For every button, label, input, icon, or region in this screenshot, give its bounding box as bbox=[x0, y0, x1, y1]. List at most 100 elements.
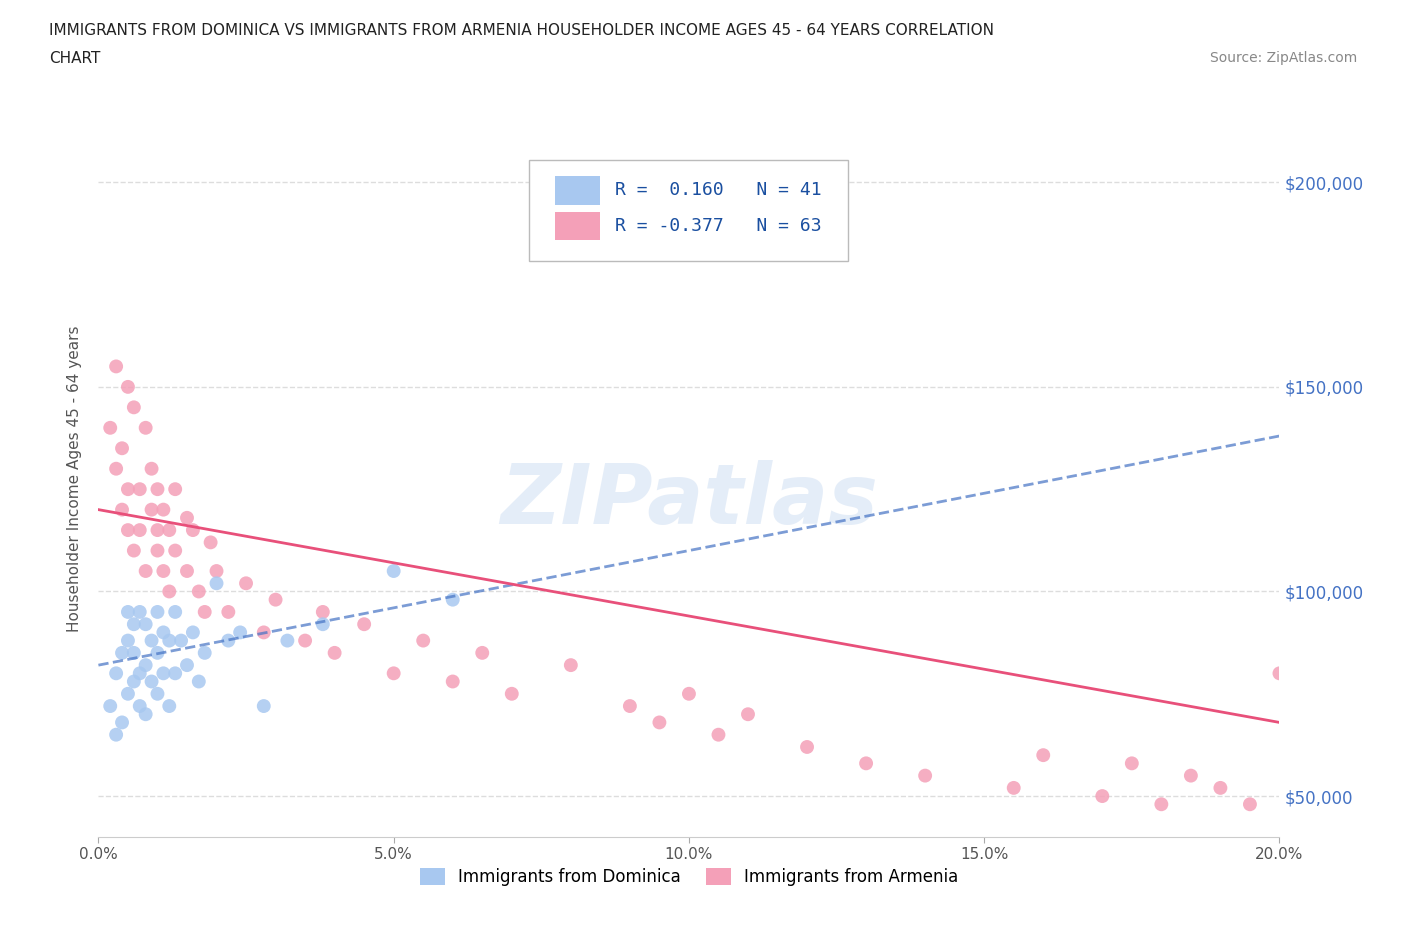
Point bbox=[128, 666, 150, 681]
Text: Source: ZipAtlas.com: Source: ZipAtlas.com bbox=[1209, 51, 1357, 65]
Point bbox=[194, 645, 217, 660]
Point bbox=[294, 633, 316, 648]
Text: R = -0.377   N = 63: R = -0.377 N = 63 bbox=[614, 218, 821, 235]
Text: R =  0.160   N = 41: R = 0.160 N = 41 bbox=[614, 181, 821, 199]
Point bbox=[105, 666, 128, 681]
FancyBboxPatch shape bbox=[555, 176, 600, 205]
Point bbox=[205, 576, 228, 591]
Text: CHART: CHART bbox=[49, 51, 101, 66]
FancyBboxPatch shape bbox=[530, 160, 848, 260]
Point bbox=[122, 400, 145, 415]
Point bbox=[146, 604, 169, 619]
Point bbox=[194, 604, 217, 619]
Point bbox=[152, 666, 174, 681]
Point bbox=[176, 511, 198, 525]
Point bbox=[1209, 780, 1232, 795]
Point bbox=[152, 625, 174, 640]
Point bbox=[312, 617, 335, 631]
Point bbox=[117, 686, 139, 701]
Point bbox=[122, 674, 145, 689]
Point bbox=[619, 698, 641, 713]
Point bbox=[105, 727, 128, 742]
Point bbox=[1091, 789, 1114, 804]
Point bbox=[1032, 748, 1054, 763]
Point bbox=[152, 502, 174, 517]
Point bbox=[141, 674, 163, 689]
Point bbox=[111, 502, 134, 517]
Point bbox=[323, 645, 346, 660]
Point bbox=[98, 698, 121, 713]
Point bbox=[648, 715, 671, 730]
Point bbox=[122, 645, 145, 660]
Point bbox=[135, 658, 157, 672]
Point bbox=[146, 645, 169, 660]
Point bbox=[796, 739, 818, 754]
Point bbox=[176, 564, 198, 578]
Point bbox=[157, 698, 180, 713]
Point bbox=[128, 698, 150, 713]
Point bbox=[560, 658, 582, 672]
Point bbox=[176, 658, 198, 672]
Point bbox=[141, 633, 163, 648]
Point bbox=[312, 604, 335, 619]
Point bbox=[135, 420, 157, 435]
Point bbox=[152, 564, 174, 578]
Point bbox=[235, 576, 257, 591]
Point bbox=[128, 604, 150, 619]
Point bbox=[382, 666, 405, 681]
Point bbox=[181, 523, 204, 538]
Point bbox=[111, 715, 134, 730]
Point bbox=[200, 535, 222, 550]
Point bbox=[441, 674, 464, 689]
Point bbox=[117, 379, 139, 394]
Point bbox=[382, 564, 405, 578]
Point bbox=[157, 584, 180, 599]
Point bbox=[412, 633, 434, 648]
Point bbox=[135, 707, 157, 722]
Point bbox=[229, 625, 252, 640]
Point bbox=[217, 633, 239, 648]
Point bbox=[165, 666, 187, 681]
Point bbox=[165, 482, 187, 497]
Point bbox=[146, 523, 169, 538]
Point bbox=[141, 461, 163, 476]
Point bbox=[253, 625, 276, 640]
Point bbox=[165, 604, 187, 619]
Point bbox=[117, 604, 139, 619]
Point bbox=[117, 633, 139, 648]
Point bbox=[105, 359, 128, 374]
Point bbox=[1121, 756, 1143, 771]
Point bbox=[1268, 666, 1291, 681]
Point bbox=[105, 461, 128, 476]
Point bbox=[157, 523, 180, 538]
Point bbox=[501, 686, 523, 701]
Point bbox=[707, 727, 730, 742]
Point bbox=[111, 645, 134, 660]
Point bbox=[146, 686, 169, 701]
FancyBboxPatch shape bbox=[555, 212, 600, 241]
Point bbox=[181, 625, 204, 640]
Legend: Immigrants from Dominica, Immigrants from Armenia: Immigrants from Dominica, Immigrants fro… bbox=[413, 861, 965, 893]
Point bbox=[217, 604, 239, 619]
Y-axis label: Householder Income Ages 45 - 64 years: Householder Income Ages 45 - 64 years bbox=[67, 326, 83, 632]
Point bbox=[353, 617, 375, 631]
Point bbox=[678, 686, 700, 701]
Point bbox=[471, 645, 494, 660]
Point bbox=[187, 584, 209, 599]
Point bbox=[1002, 780, 1025, 795]
Point bbox=[276, 633, 298, 648]
Point bbox=[135, 564, 157, 578]
Point bbox=[1239, 797, 1261, 812]
Point bbox=[128, 523, 150, 538]
Point bbox=[914, 768, 936, 783]
Point bbox=[135, 617, 157, 631]
Point bbox=[205, 564, 228, 578]
Point bbox=[146, 543, 169, 558]
Point bbox=[122, 617, 145, 631]
Point bbox=[187, 674, 209, 689]
Point bbox=[165, 543, 187, 558]
Point bbox=[170, 633, 193, 648]
Text: IMMIGRANTS FROM DOMINICA VS IMMIGRANTS FROM ARMENIA HOUSEHOLDER INCOME AGES 45 -: IMMIGRANTS FROM DOMINICA VS IMMIGRANTS F… bbox=[49, 23, 994, 38]
Point bbox=[737, 707, 759, 722]
Point bbox=[141, 502, 163, 517]
